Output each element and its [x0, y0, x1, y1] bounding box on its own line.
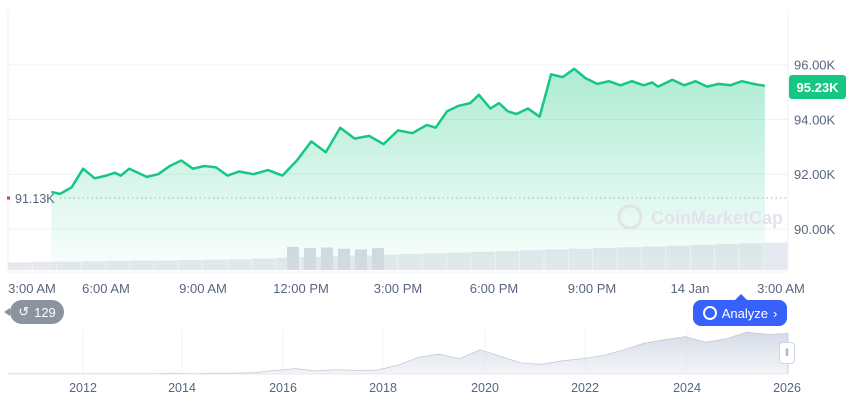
x-axis: 3:00 AM 6:00 AM 9:00 AM 12:00 PM 3:00 PM 6:00… [8, 271, 805, 296]
volume-bar [32, 261, 57, 270]
y-tick-label: 94.00K [794, 112, 836, 127]
navigator-tick-label: 2020 [471, 381, 499, 395]
volume-bar [8, 262, 32, 270]
y-tick-label: 96.00K [794, 58, 836, 73]
open-price-marker [7, 196, 10, 200]
navigator-tick-label: 2016 [269, 381, 297, 395]
navigator-tick-label: 2014 [168, 381, 196, 395]
volume-bar [763, 242, 788, 270]
x-tick-label: 9:00 AM [179, 281, 227, 296]
watermark: CoinMarketCap [617, 204, 783, 230]
current-price-tag: 95.23K [789, 75, 846, 99]
analyze-icon [702, 306, 717, 320]
x-tick-label: 6:00 PM [470, 281, 518, 296]
x-tick-label: 14 Jan [670, 281, 709, 296]
chevron-right-icon: › [772, 305, 778, 321]
history-count: 129 [34, 304, 56, 320]
y-tick-label: 92.00K [794, 167, 836, 182]
navigator-handle[interactable]: ‖ [779, 342, 795, 364]
x-tick-label: 3:00 AM [8, 281, 56, 296]
y-axis: 96.00K 94.00K 92.00K 90.00K [794, 58, 836, 237]
history-badge[interactable]: ↺ 129 [4, 300, 64, 324]
x-tick-label: 3:00 AM [757, 281, 805, 296]
navigator-tick-label: 2024 [673, 381, 701, 395]
navigator-tick-label: 2022 [571, 381, 599, 395]
navigator[interactable] [7, 330, 789, 375]
analyze-button[interactable]: Analyze › [693, 294, 787, 326]
x-tick-label: 9:00 PM [568, 281, 616, 296]
open-price-line: 91.13K [7, 192, 788, 206]
navigator-tick-label: 2018 [369, 381, 397, 395]
navigator-tick-label: 2026 [773, 381, 801, 395]
history-icon: ↺ [18, 304, 30, 319]
price-area-fill [51, 68, 765, 270]
navigator-tick-label: 2012 [69, 381, 97, 395]
analyze-label: Analyze [721, 305, 768, 321]
y-tick-label: 90.00K [794, 222, 836, 237]
price-line [51, 67, 766, 196]
watermark-text: CoinMarketCap [651, 208, 783, 228]
x-tick-label: 3:00 PM [374, 281, 422, 296]
coinmarketcap-logo-icon [617, 204, 643, 230]
x-tick-label: 12:00 PM [273, 281, 329, 296]
price-area [51, 67, 766, 270]
x-tick-label: 6:00 AM [82, 281, 130, 296]
navigator-x-axis: 2012 2014 2016 2018 2020 2022 2024 2026 [69, 381, 801, 395]
open-price-label: 91.13K [15, 192, 55, 206]
